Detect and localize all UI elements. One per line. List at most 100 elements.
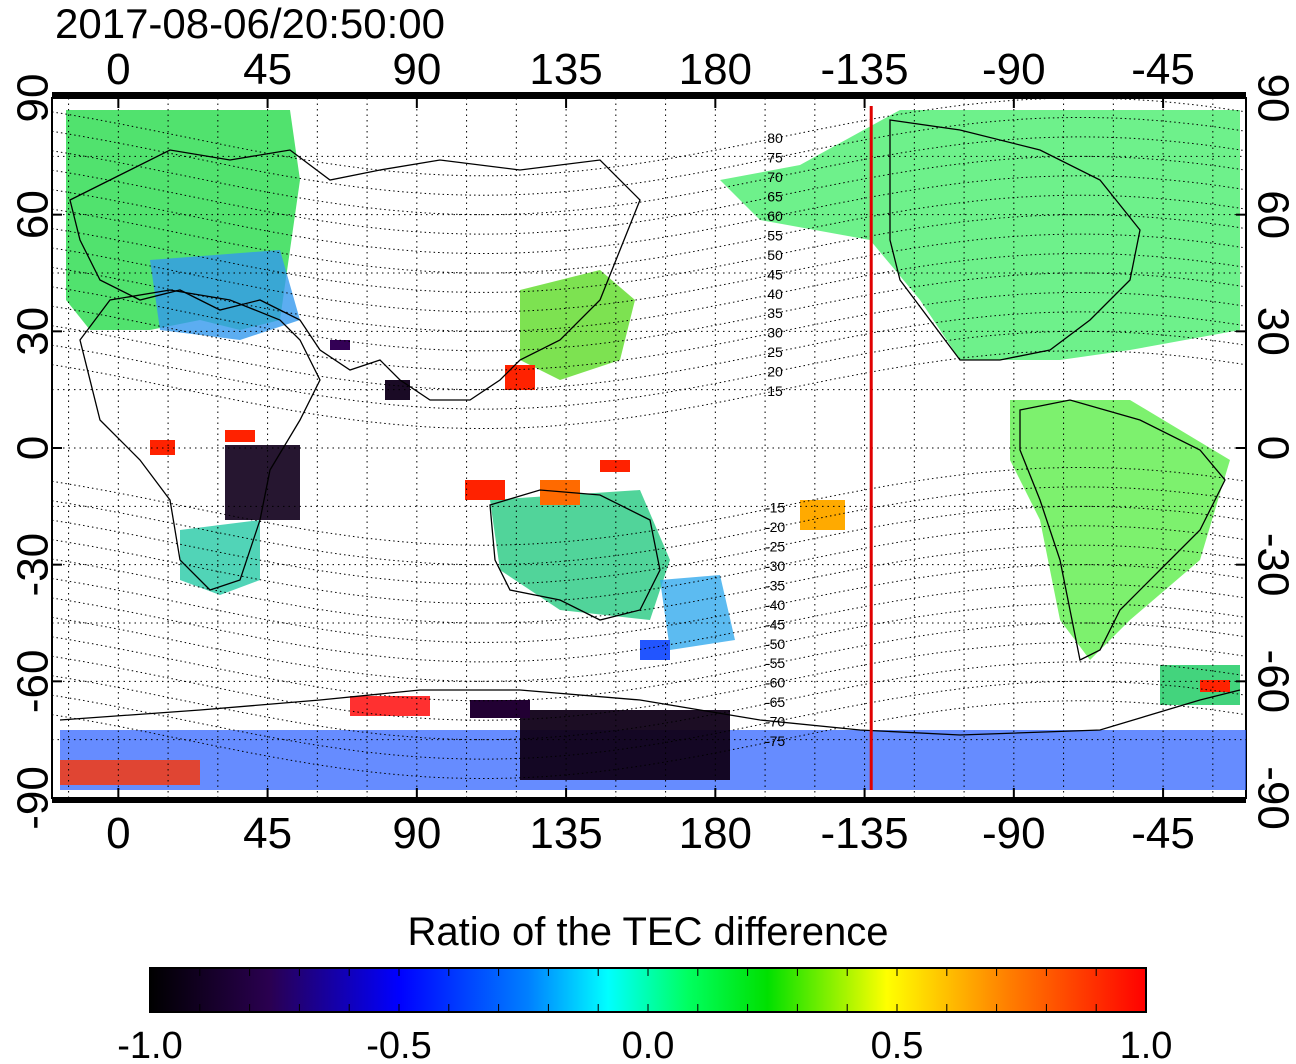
colorbar-tick-label: 1.0 xyxy=(1120,1025,1173,1064)
map-grid xyxy=(52,98,1246,798)
mlat-label: 70 xyxy=(767,169,783,185)
colorbar-tick-label: -1.0 xyxy=(117,1025,182,1064)
mlat-contour xyxy=(52,311,1246,391)
lon-label-top: 135 xyxy=(529,45,602,94)
mlat-contour xyxy=(52,564,1246,643)
mlat-contour xyxy=(52,642,1246,721)
tec-region-southern-africa xyxy=(180,520,260,595)
mlat-contour xyxy=(52,350,1246,429)
tec-region-north-america xyxy=(720,110,1240,360)
tec-region-new-zealand xyxy=(660,575,735,650)
tec-region-antarctic-ross xyxy=(520,710,730,780)
mlat-contour xyxy=(52,486,1246,566)
mlat-contour xyxy=(52,233,1246,313)
mlat-contour xyxy=(52,661,1246,741)
tec-region-central-africa xyxy=(225,445,300,520)
lon-label-top: -90 xyxy=(982,45,1046,94)
lat-label-left: 90 xyxy=(9,74,58,123)
lat-label-left: 30 xyxy=(9,307,58,356)
lat-label-right: 30 xyxy=(1248,307,1296,356)
mlat-label: 80 xyxy=(767,130,783,146)
mlat-contour xyxy=(52,292,1246,371)
colorbar-ticks: -1.0 -0.5 0.0 0.5 1.0 xyxy=(117,968,1172,1064)
mlat-contour xyxy=(52,544,1246,624)
tec-region-antarctic-weddell xyxy=(60,760,200,785)
mlat-label: 30 xyxy=(767,325,783,341)
lat-label-right: -30 xyxy=(1248,533,1296,597)
mlat-contour xyxy=(52,155,1246,235)
mlat-label: 65 xyxy=(767,189,783,205)
lon-label-top: -135 xyxy=(821,45,909,94)
mlat-label: -45 xyxy=(765,616,785,632)
mlat-labels: 80 75 70 65 60 55 50 45 40 35 30 25 20 15 -15 -20 -25 -30… xyxy=(765,130,785,749)
mlat-contour xyxy=(52,98,1246,177)
mlat-label: 15 xyxy=(767,383,783,399)
mlat-contour xyxy=(52,680,1246,760)
mlat-label: -55 xyxy=(765,655,785,671)
frame-bottom-bar xyxy=(52,798,1246,803)
mlat-label: -65 xyxy=(765,694,785,710)
mlat-label: -35 xyxy=(765,577,785,593)
frame-top-bar xyxy=(52,92,1246,98)
tec-region-east-asia xyxy=(520,270,635,380)
mlat-label: 55 xyxy=(767,227,783,243)
lon-label-top: 45 xyxy=(243,45,292,94)
mlat-label: 45 xyxy=(767,266,783,282)
lon-label-top: -45 xyxy=(1131,45,1195,94)
mlat-label: -20 xyxy=(765,519,785,535)
tec-region-antarctic-red xyxy=(350,696,430,716)
lat-label-right: -90 xyxy=(1248,766,1296,830)
mlat-contour xyxy=(52,253,1246,332)
colorbar-tick-label: -0.5 xyxy=(366,1025,431,1064)
mlat-label: 50 xyxy=(767,247,783,263)
mlat-label: 60 xyxy=(767,208,783,224)
colorbar-tick-label: 0.5 xyxy=(871,1025,924,1064)
tec-scatter-points xyxy=(150,340,1230,718)
mlat-label: 35 xyxy=(767,305,783,321)
lon-label-bottom: 135 xyxy=(529,809,602,858)
mlat-contour xyxy=(52,583,1246,663)
lon-label-bottom: 180 xyxy=(679,809,752,858)
lat-label-left: -60 xyxy=(9,650,58,714)
mlat-label: 40 xyxy=(767,286,783,302)
tec-region-south-america xyxy=(1010,400,1230,660)
mlat-label: -70 xyxy=(765,714,785,730)
lon-label-bottom: 90 xyxy=(392,809,441,858)
map-axes: 0 0 45 45 90 90 135 135 180 180 -135 -135 -90 -90 -45 -… xyxy=(9,45,1296,858)
mlat-contour xyxy=(52,117,1246,196)
lat-label-right: 0 xyxy=(1248,436,1296,460)
mlat-label: -50 xyxy=(765,636,785,652)
lat-label-right: 90 xyxy=(1248,74,1296,123)
lat-label-right: -60 xyxy=(1248,650,1296,714)
mlat-contour xyxy=(52,136,1246,216)
colorbar-title: Ratio of the TEC difference xyxy=(407,910,888,954)
lon-label-top: 180 xyxy=(679,45,752,94)
lat-label-left: -90 xyxy=(9,766,58,830)
mlat-label: -40 xyxy=(765,597,785,613)
mlat-contour xyxy=(52,603,1246,682)
lon-label-bottom: 45 xyxy=(243,809,292,858)
mlat-contour xyxy=(52,330,1246,410)
lon-label-bottom: -135 xyxy=(821,809,909,858)
mlat-contour xyxy=(52,525,1246,604)
lat-label-right: 60 xyxy=(1248,190,1296,239)
lon-label-bottom: -45 xyxy=(1131,809,1195,858)
mlat-contour xyxy=(52,175,1246,254)
tec-region-mediterranean xyxy=(150,250,300,340)
mlat-label: -75 xyxy=(765,733,785,749)
colorbar-tick-label: 0.0 xyxy=(622,1025,675,1064)
lon-label-bottom: 0 xyxy=(106,809,130,858)
mlat-label: 20 xyxy=(767,364,783,380)
mlat-label: 75 xyxy=(767,150,783,166)
mlat-label: -15 xyxy=(765,500,785,516)
mlat-contours xyxy=(52,98,1246,779)
mlat-label: -60 xyxy=(765,675,785,691)
lat-label-left: -30 xyxy=(9,533,58,597)
lat-label-left: 60 xyxy=(9,190,58,239)
lat-label-left: 0 xyxy=(9,436,58,460)
tec-data-layer xyxy=(60,110,1246,790)
mlat-contour xyxy=(52,700,1246,779)
mlat-contour xyxy=(52,214,1246,293)
mlat-label: -25 xyxy=(765,539,785,555)
